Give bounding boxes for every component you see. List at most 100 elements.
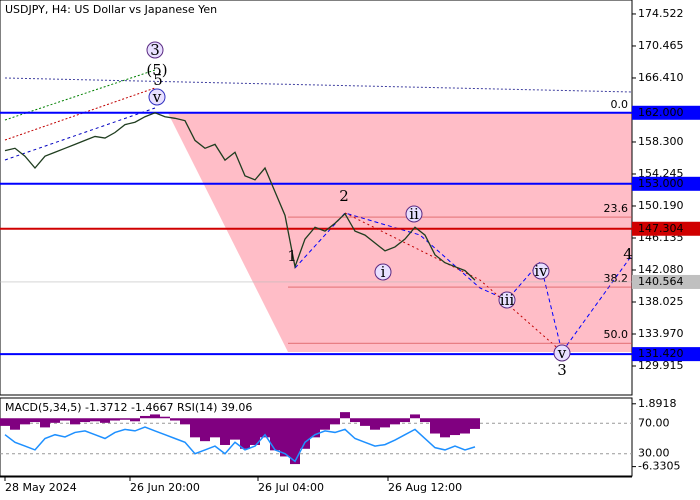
macd-bar xyxy=(260,418,270,438)
fib-label: 0.0 xyxy=(611,98,629,111)
macd-bar xyxy=(330,418,340,425)
x-tick-label: 28 May 2024 xyxy=(5,481,77,494)
y-tick-label: 138.025 xyxy=(638,295,684,308)
main-panel xyxy=(0,0,633,396)
wave-circle xyxy=(553,344,571,362)
macd-bar xyxy=(0,418,10,426)
macd-bar xyxy=(380,418,390,428)
level-tag xyxy=(632,105,700,120)
wave-circle xyxy=(405,205,423,223)
macd-bar xyxy=(90,418,100,422)
x-tick-label: 26 Jun 20:00 xyxy=(130,481,200,494)
macd-bar xyxy=(300,418,310,449)
macd-bar xyxy=(240,418,250,449)
fib-zone xyxy=(168,113,632,352)
macd-bar xyxy=(410,414,420,419)
macd-bar xyxy=(130,418,140,422)
macd-bar xyxy=(460,418,470,434)
macd-bar xyxy=(400,418,410,423)
y2-tick-label: 30.00 xyxy=(638,447,670,460)
macd-bar xyxy=(360,418,370,426)
chart-title: USDJPY, H4: US Dollar vs Japanese Yen xyxy=(5,3,217,16)
wave-label: 4 xyxy=(623,245,633,263)
wave-circle xyxy=(532,262,550,280)
fib-label: 38.2 xyxy=(604,272,629,285)
y-tick-label: 174.522 xyxy=(638,7,684,20)
macd-bar xyxy=(60,418,70,421)
y-tick-label: 170.465 xyxy=(638,39,684,52)
level-tag xyxy=(632,347,700,362)
trend-line xyxy=(4,107,156,161)
fib-label: 50.0 xyxy=(604,328,629,341)
macd-bar xyxy=(320,418,330,430)
level-label: 162.000 xyxy=(638,106,684,119)
macd-bar xyxy=(430,418,440,434)
macd-bar xyxy=(350,418,360,423)
wave-label: (5) xyxy=(146,61,167,79)
trend-line xyxy=(4,77,633,93)
wave-label: v xyxy=(152,88,162,106)
macd-bar xyxy=(10,418,20,430)
macd-bar xyxy=(280,418,290,457)
macd-bar xyxy=(200,418,210,442)
wave-label: 2 xyxy=(339,187,349,205)
y-tick-label: 150.190 xyxy=(638,199,684,212)
price-label: 140.564 xyxy=(638,275,684,288)
macd-bar xyxy=(340,412,350,419)
macd-bar xyxy=(420,418,430,423)
wave-label: i xyxy=(381,263,386,281)
wave-label: 3 xyxy=(557,361,567,379)
indicator-panel xyxy=(0,397,633,477)
level-label: 147.304 xyxy=(638,222,684,235)
wave-circle xyxy=(148,88,166,106)
macd-bar xyxy=(110,418,120,421)
level-label: 131.420 xyxy=(638,347,684,360)
macd-bar xyxy=(20,418,30,425)
macd-bar xyxy=(290,418,300,465)
macd-bar xyxy=(120,418,130,420)
macd-bar xyxy=(160,416,170,419)
wave-circle xyxy=(146,41,164,59)
macd-bar xyxy=(310,418,320,438)
macd-bar xyxy=(370,418,380,430)
macd-bar xyxy=(50,418,60,423)
macd-bar xyxy=(230,418,240,440)
y-tick-label: 158.300 xyxy=(638,135,684,148)
wave-label: iii xyxy=(500,291,515,309)
wave-label: 5 xyxy=(153,71,163,89)
level-label: 153.000 xyxy=(638,177,684,190)
y2-tick-label: 70.00 xyxy=(638,416,670,429)
macd-bar xyxy=(30,418,40,423)
fib-label: 23.6 xyxy=(604,202,629,215)
wave-label: 3 xyxy=(150,41,160,59)
macd-bar xyxy=(470,418,480,429)
y-tick-label: -6.3305 xyxy=(638,460,680,473)
y-tick-label: 129.915 xyxy=(638,359,684,372)
macd-bar xyxy=(80,418,90,423)
indicator-title: MACD(5,34,5) -1.3712 -1.4667 RSI(14) 39.… xyxy=(5,401,252,414)
y-tick-label: 133.970 xyxy=(638,327,684,340)
price-tag xyxy=(632,274,700,289)
wave-circle xyxy=(498,291,516,309)
macd-bar xyxy=(140,415,150,419)
macd-bar xyxy=(40,418,50,428)
y-tick-label: 1.8918 xyxy=(638,397,677,410)
macd-bar xyxy=(170,418,180,421)
macd-bar xyxy=(440,418,450,438)
macd-bar xyxy=(180,418,190,425)
macd-bar xyxy=(70,418,80,425)
macd-bar xyxy=(220,418,230,445)
wave-label: ii xyxy=(409,205,419,223)
forecast-path xyxy=(344,212,563,353)
level-tag xyxy=(632,176,700,191)
x-tick-label: 26 Aug 12:00 xyxy=(388,481,462,494)
wave-circle xyxy=(374,263,392,281)
y-tick-label: 154.245 xyxy=(638,167,684,180)
level-tag xyxy=(632,221,700,236)
macd-bar xyxy=(150,414,160,419)
wave-label: iv xyxy=(534,262,548,280)
wave-label: v xyxy=(557,344,567,362)
macd-bar xyxy=(190,418,200,438)
wave-label: 1 xyxy=(287,247,297,265)
